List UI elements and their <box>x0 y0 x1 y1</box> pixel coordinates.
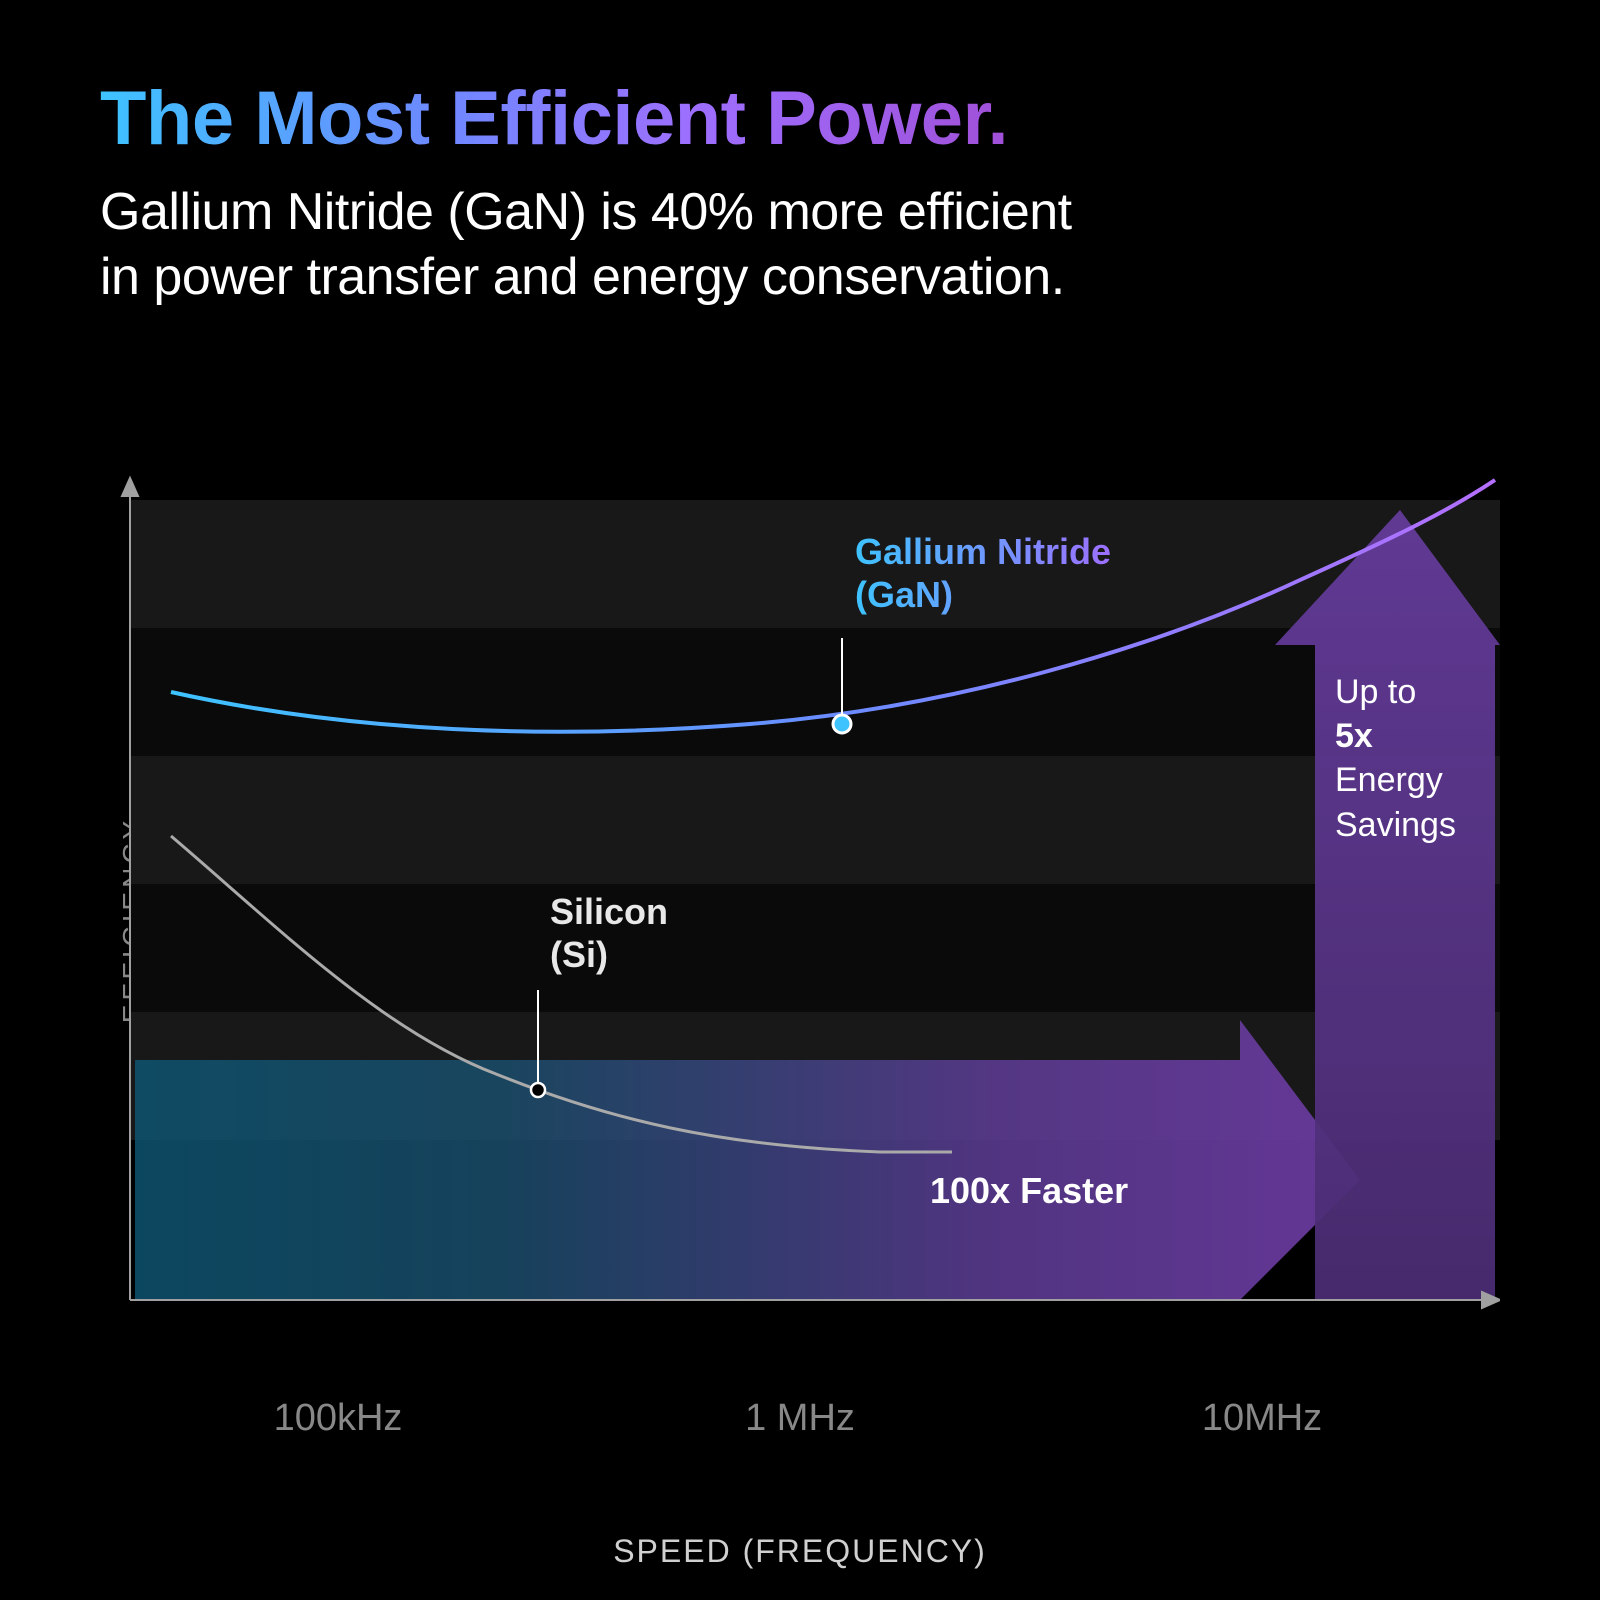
grid-bands <box>130 500 1500 1140</box>
chart-svg <box>100 470 1500 1370</box>
silicon-label-line1: Silicon <box>550 891 668 932</box>
silicon-series-label: Silicon (Si) <box>550 890 668 976</box>
gan-series-label: Gallium Nitride (GaN) <box>855 530 1111 616</box>
gan-label-line2: (GaN) <box>855 574 953 615</box>
silicon-label-line2: (Si) <box>550 934 608 975</box>
es-line3: Energy <box>1335 761 1443 799</box>
x-tick-1: 1 MHz <box>745 1397 855 1440</box>
efficiency-chart: EFFICIENCY SPEED (FREQUENCY) <box>100 470 1500 1370</box>
x-axis-label: SPEED (FREQUENCY) <box>613 1533 987 1570</box>
gan-label-line1: Gallium Nitride <box>855 531 1111 572</box>
es-line1: Up to <box>1335 673 1416 711</box>
page-subtitle: Gallium Nitride (GaN) is 40% more effici… <box>100 180 1072 310</box>
x-tick-0: 100kHz <box>274 1397 403 1440</box>
es-line4: Savings <box>1335 806 1456 844</box>
x-tick-2: 10MHz <box>1202 1397 1322 1440</box>
silicon-marker <box>531 1083 545 1097</box>
horizontal-callout-arrow <box>135 1020 1360 1300</box>
faster-callout: 100x Faster <box>930 1170 1128 1212</box>
subtitle-line-2: in power transfer and energy conservatio… <box>100 248 1065 306</box>
es-line2: 5x <box>1335 717 1373 755</box>
page-title: The Most Efficient Power. <box>100 75 1008 162</box>
subtitle-line-1: Gallium Nitride (GaN) is 40% more effici… <box>100 183 1072 241</box>
energy-savings-callout: Up to 5x Energy Savings <box>1335 670 1456 847</box>
gan-marker <box>833 715 851 733</box>
